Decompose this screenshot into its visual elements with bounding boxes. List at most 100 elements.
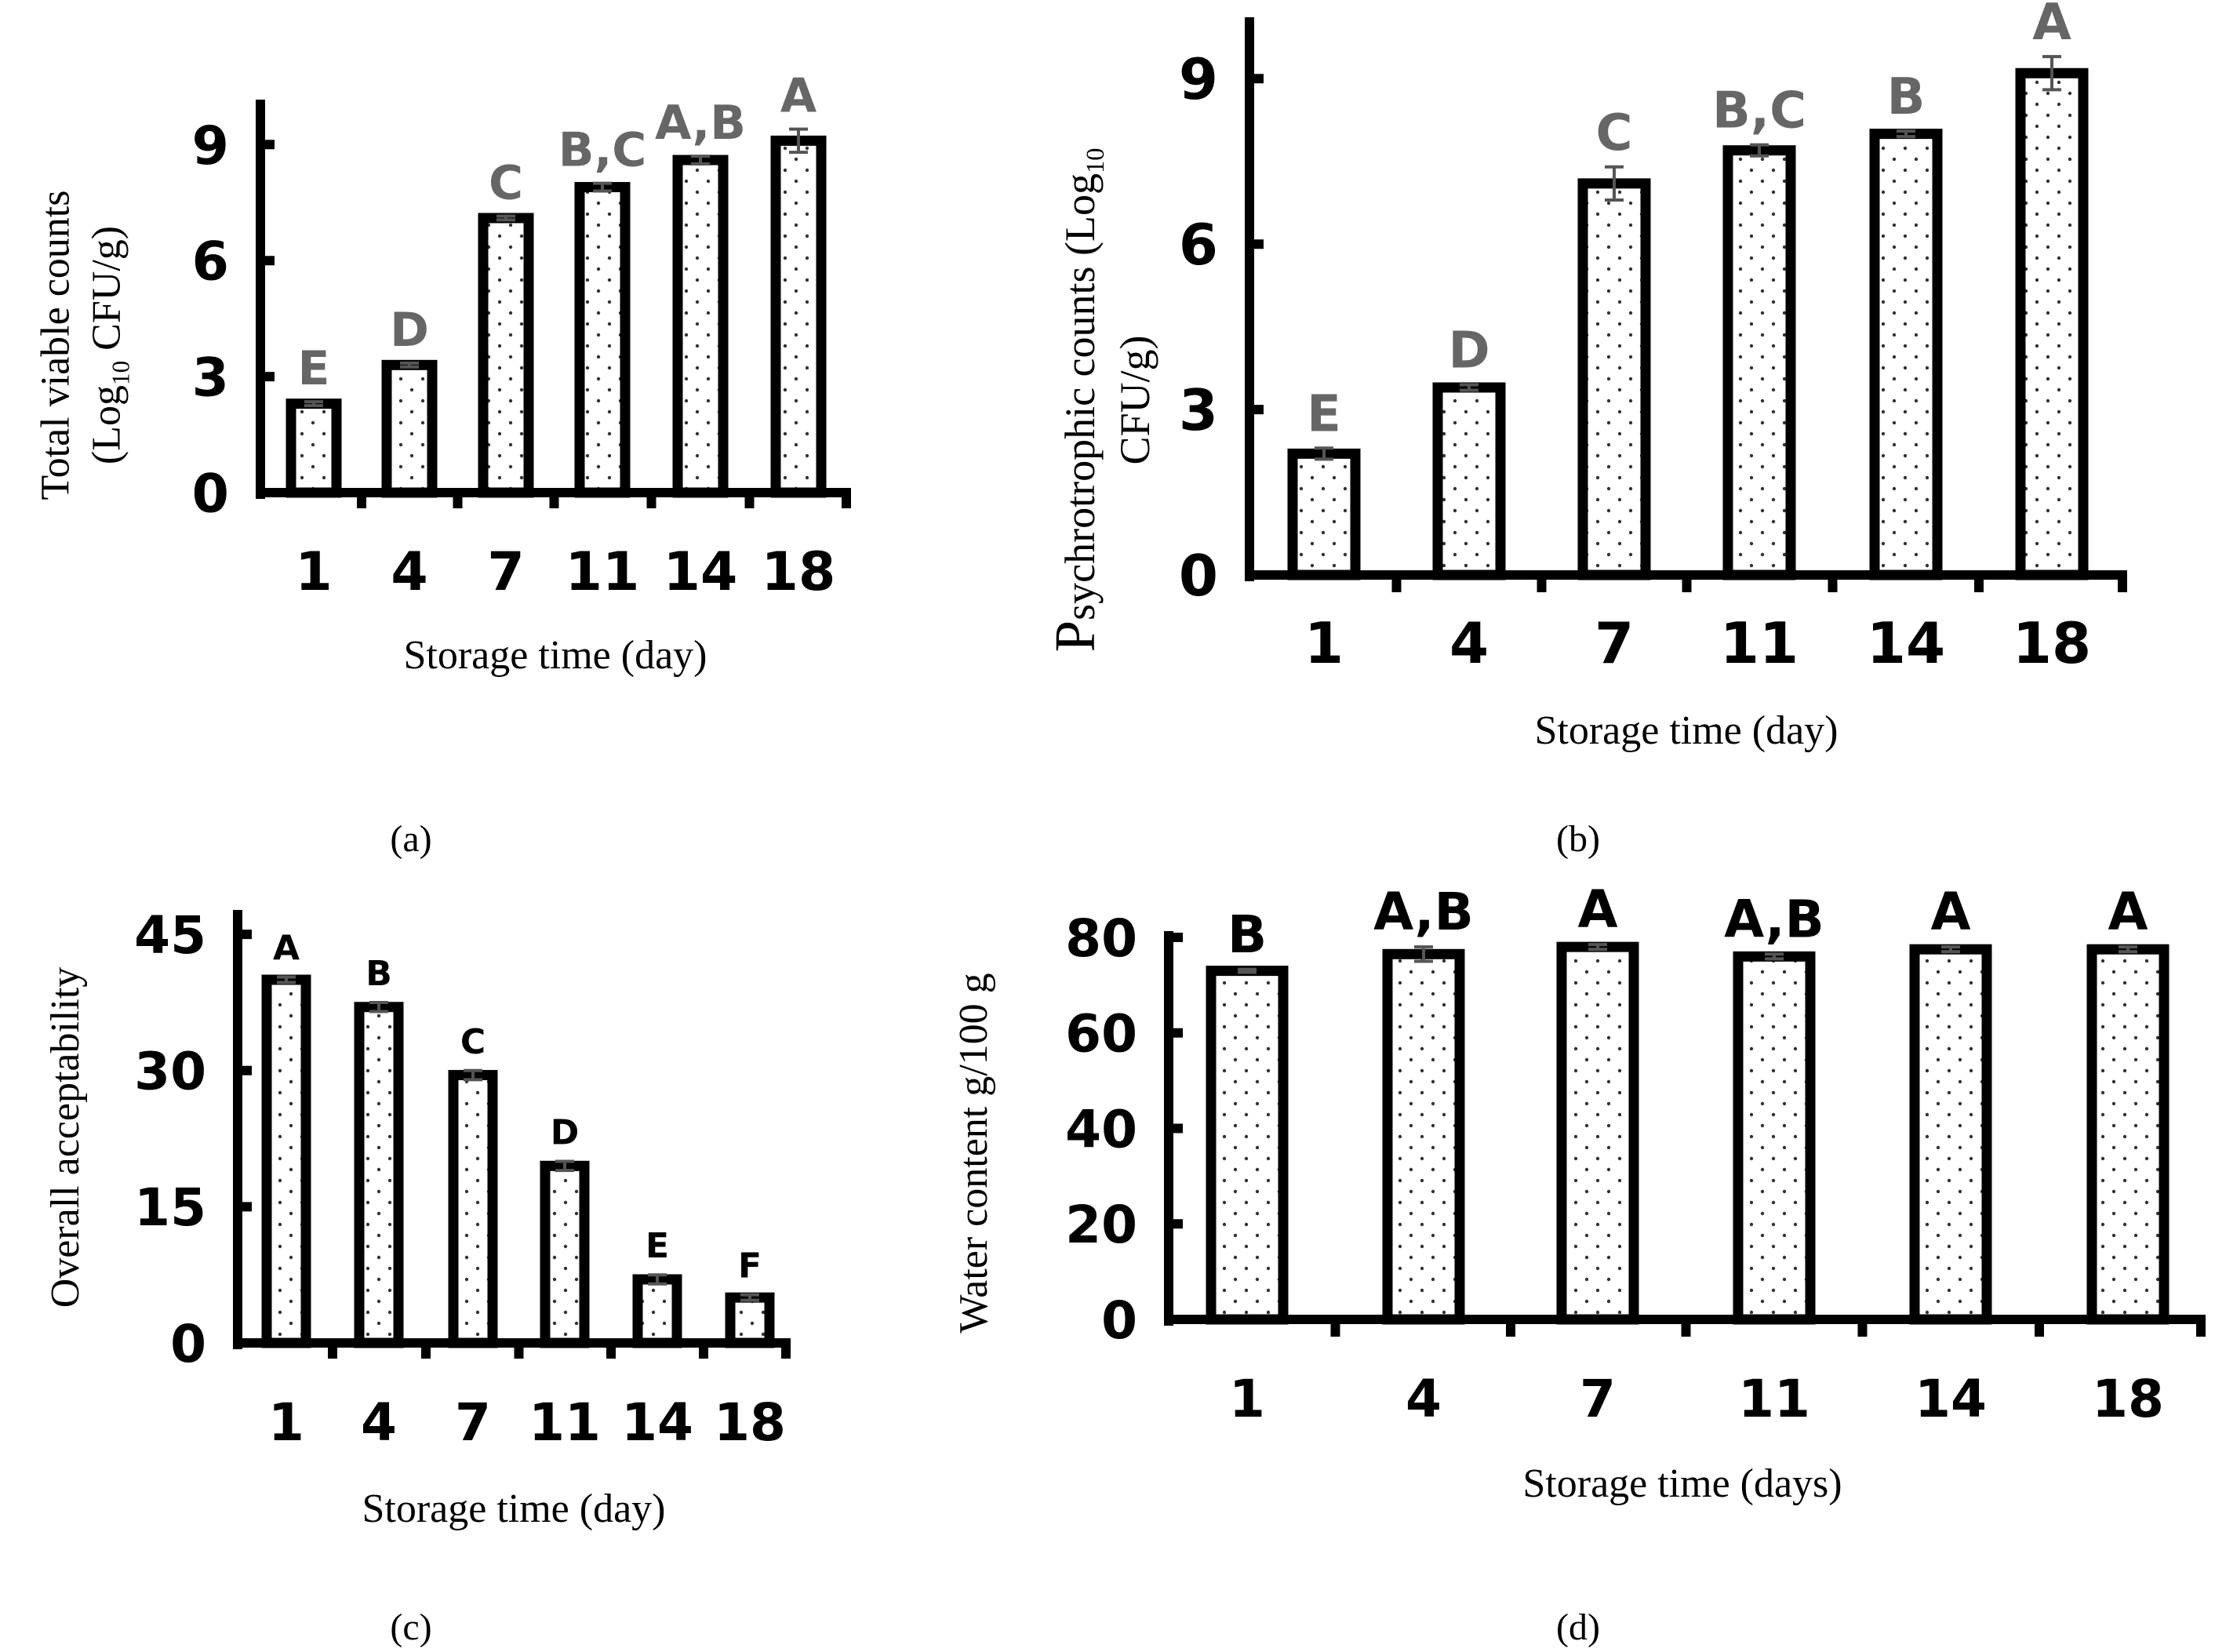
significance-letter: B xyxy=(1887,68,1926,126)
significance-letter: A,B xyxy=(655,96,746,151)
significance-letter: A xyxy=(273,929,300,969)
x-tick-label: 14 xyxy=(621,1392,693,1453)
significance-letter: E xyxy=(1307,385,1341,443)
bar xyxy=(1287,448,1361,580)
y-tick-label: 80 xyxy=(1065,908,1137,969)
panel-caption: (d) xyxy=(1556,1607,1600,1648)
x-tick-label: 7 xyxy=(487,541,524,603)
y-axis-title-subscript: 10 xyxy=(107,361,135,385)
significance-letter: F xyxy=(738,1246,762,1286)
significance-letter: E xyxy=(646,1226,669,1266)
x-tick-label: 18 xyxy=(762,541,836,603)
y-tick-label: 40 xyxy=(1065,1099,1137,1159)
x-axis-title: Storage time (days) xyxy=(1522,1461,1842,1506)
significance-letter: B,C xyxy=(1712,82,1806,140)
y-tick-label: 6 xyxy=(192,231,229,293)
bar xyxy=(354,1002,404,1348)
y-tick-label: 0 xyxy=(1101,1290,1137,1351)
significance-letter: D xyxy=(551,1113,580,1153)
y-tick-label: 30 xyxy=(134,1042,206,1102)
x-tick-label: 11 xyxy=(566,541,640,603)
significance-letter: A xyxy=(2032,0,2071,52)
x-tick-label: 14 xyxy=(1915,1369,1987,1429)
significance-letter: E xyxy=(298,341,330,396)
y-axis-title-line2: CFU/g) xyxy=(1111,335,1158,464)
significance-letter: B,C xyxy=(558,123,647,178)
x-tick-label: 18 xyxy=(714,1392,786,1453)
bar xyxy=(1432,382,1506,580)
significance-letter: B xyxy=(1228,904,1267,965)
bar xyxy=(1733,951,1816,1325)
y-tick-label: 3 xyxy=(192,348,229,409)
significance-letter: A,B xyxy=(1724,889,1824,949)
bar xyxy=(381,359,438,498)
x-tick-label: 1 xyxy=(1229,1369,1265,1429)
bar xyxy=(448,1070,498,1348)
x-tick-label: 18 xyxy=(2092,1369,2164,1429)
y-tick-label: 3 xyxy=(1179,377,1218,443)
x-axis-title: Storage time (day) xyxy=(404,633,707,678)
significance-letter: C xyxy=(460,1022,486,1062)
x-tick-label: 1 xyxy=(1304,610,1344,676)
bar xyxy=(1577,178,1651,580)
bar xyxy=(2086,944,2170,1325)
x-tick-label: 7 xyxy=(455,1392,491,1453)
y-axis-title-part: (Log xyxy=(85,385,129,464)
bar xyxy=(478,213,534,498)
x-tick-label: 4 xyxy=(361,1392,397,1453)
y-axis-title-line1: Psychrotrophic counts (Log10 xyxy=(1043,148,1110,653)
y-tick-label: 0 xyxy=(1179,543,1218,609)
y-axis-title-line1: Total viable counts xyxy=(34,191,78,500)
y-axis-title-part: CFU/g) xyxy=(85,226,129,361)
x-tick-label: 14 xyxy=(1867,610,1945,676)
x-tick-label: 18 xyxy=(2013,610,2091,676)
significance-letter: A xyxy=(1577,879,1617,940)
x-tick-label: 7 xyxy=(1595,610,1634,676)
bar xyxy=(632,1274,682,1348)
y-tick-label: 20 xyxy=(1065,1195,1137,1255)
y-axis-title-subscript: 10 xyxy=(1082,148,1110,173)
x-tick-label: 7 xyxy=(1580,1369,1616,1429)
bar xyxy=(540,1160,590,1348)
significance-letter: A xyxy=(2108,882,2148,942)
significance-letter: C xyxy=(489,156,523,211)
y-tick-label: 45 xyxy=(134,905,206,966)
bar xyxy=(770,135,827,498)
y-tick-label: 9 xyxy=(1179,46,1218,112)
x-tick-label: 14 xyxy=(664,541,738,603)
significance-letter: D xyxy=(1448,322,1489,380)
panel-caption: (c) xyxy=(390,1607,431,1648)
x-axis-title: Storage time (day) xyxy=(362,1486,666,1531)
bar xyxy=(261,974,311,1348)
panel-d: 0 20 40 60 80 B 1 A,B 4 A 7 A,B 11 A 14 A 18 Storage time… xyxy=(951,879,2206,1648)
x-tick-label: 4 xyxy=(391,541,427,603)
y-axis-title-line2: (Log10 CFU/g) xyxy=(85,226,135,464)
y-tick-label: 60 xyxy=(1065,1004,1137,1064)
y-axis-title: Overall acceptability xyxy=(43,967,88,1308)
x-axis-title: Storage time (day) xyxy=(1535,708,1839,753)
bar xyxy=(1556,941,1639,1325)
panel-caption: (a) xyxy=(390,818,431,860)
y-tick-label: 0 xyxy=(170,1314,206,1374)
bar xyxy=(1909,944,1992,1325)
bar xyxy=(286,398,342,498)
bar xyxy=(1869,129,1943,580)
panel-b: 0 3 6 9 E 1 D 4 C 7 B,C 11 B 14 A 18 Storage time (day) P… xyxy=(1043,0,2127,860)
panel-c: 0 15 30 45 A 1 B 4 C 7 D 11 E 14 F 18 Storage time (day)… xyxy=(43,905,791,1648)
bar xyxy=(1382,948,1465,1325)
y-axis-title-part: sychrotrophic counts (Log xyxy=(1057,173,1104,620)
significance-letter: A,B xyxy=(1373,882,1474,942)
bar xyxy=(1206,966,1289,1325)
significance-letter: A xyxy=(780,69,817,124)
x-tick-label: 4 xyxy=(1406,1369,1442,1429)
x-tick-label: 4 xyxy=(1449,610,1489,676)
bar xyxy=(725,1292,775,1348)
y-tick-label: 9 xyxy=(192,115,229,177)
x-tick-label: 1 xyxy=(295,541,332,603)
x-tick-label: 11 xyxy=(1720,610,1799,676)
x-tick-label: 1 xyxy=(268,1392,304,1453)
significance-letter: D xyxy=(390,303,429,358)
x-tick-label: 11 xyxy=(1738,1369,1810,1429)
x-tick-label: 11 xyxy=(529,1392,601,1453)
